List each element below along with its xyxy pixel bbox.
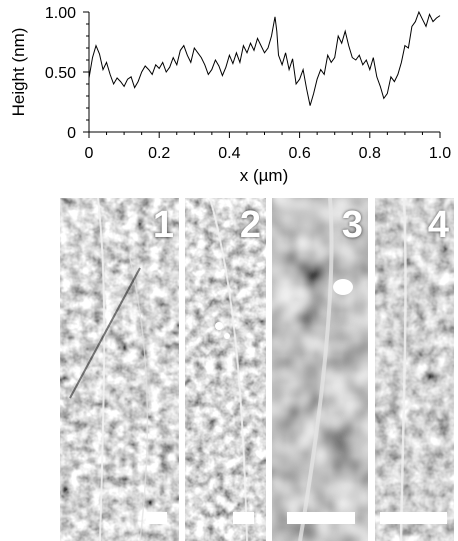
panel-label: 2 <box>239 204 261 246</box>
scale-bar <box>233 512 254 524</box>
afm-image-1: 1 <box>60 198 179 541</box>
scale-bar <box>380 512 447 524</box>
height-profile-line <box>88 10 441 106</box>
panel-label: 4 <box>427 204 449 246</box>
y-axis-label: Height (nm) <box>9 28 28 117</box>
y-tick-label: 0.50 <box>45 65 76 82</box>
afm-image-2: 2 <box>185 198 266 541</box>
y-tick-label: 0 <box>67 125 76 142</box>
x-axis-label: x (µm) <box>240 166 289 185</box>
panel-label: 1 <box>152 204 174 246</box>
x-tick-label: 0.8 <box>359 145 381 162</box>
x-tick-label: 0.2 <box>148 145 170 162</box>
y-tick-label: 1.00 <box>45 5 76 22</box>
afm-image-3: 3 <box>272 198 368 541</box>
x-tick-label: 0 <box>85 145 94 162</box>
height-profile-chart: 0 0.2 0.4 0.6 0.8 1.0 0 0.50 1.00 x (µm) Height… <box>9 5 451 185</box>
scale-bar <box>287 512 355 524</box>
afm-image-4: 4 <box>375 198 454 541</box>
x-tick-label: 0.6 <box>288 145 310 162</box>
x-tick-label: 1.0 <box>429 145 451 162</box>
panel-label: 3 <box>341 204 363 246</box>
x-tick-label: 0.4 <box>218 145 240 162</box>
scale-bar <box>146 512 167 524</box>
